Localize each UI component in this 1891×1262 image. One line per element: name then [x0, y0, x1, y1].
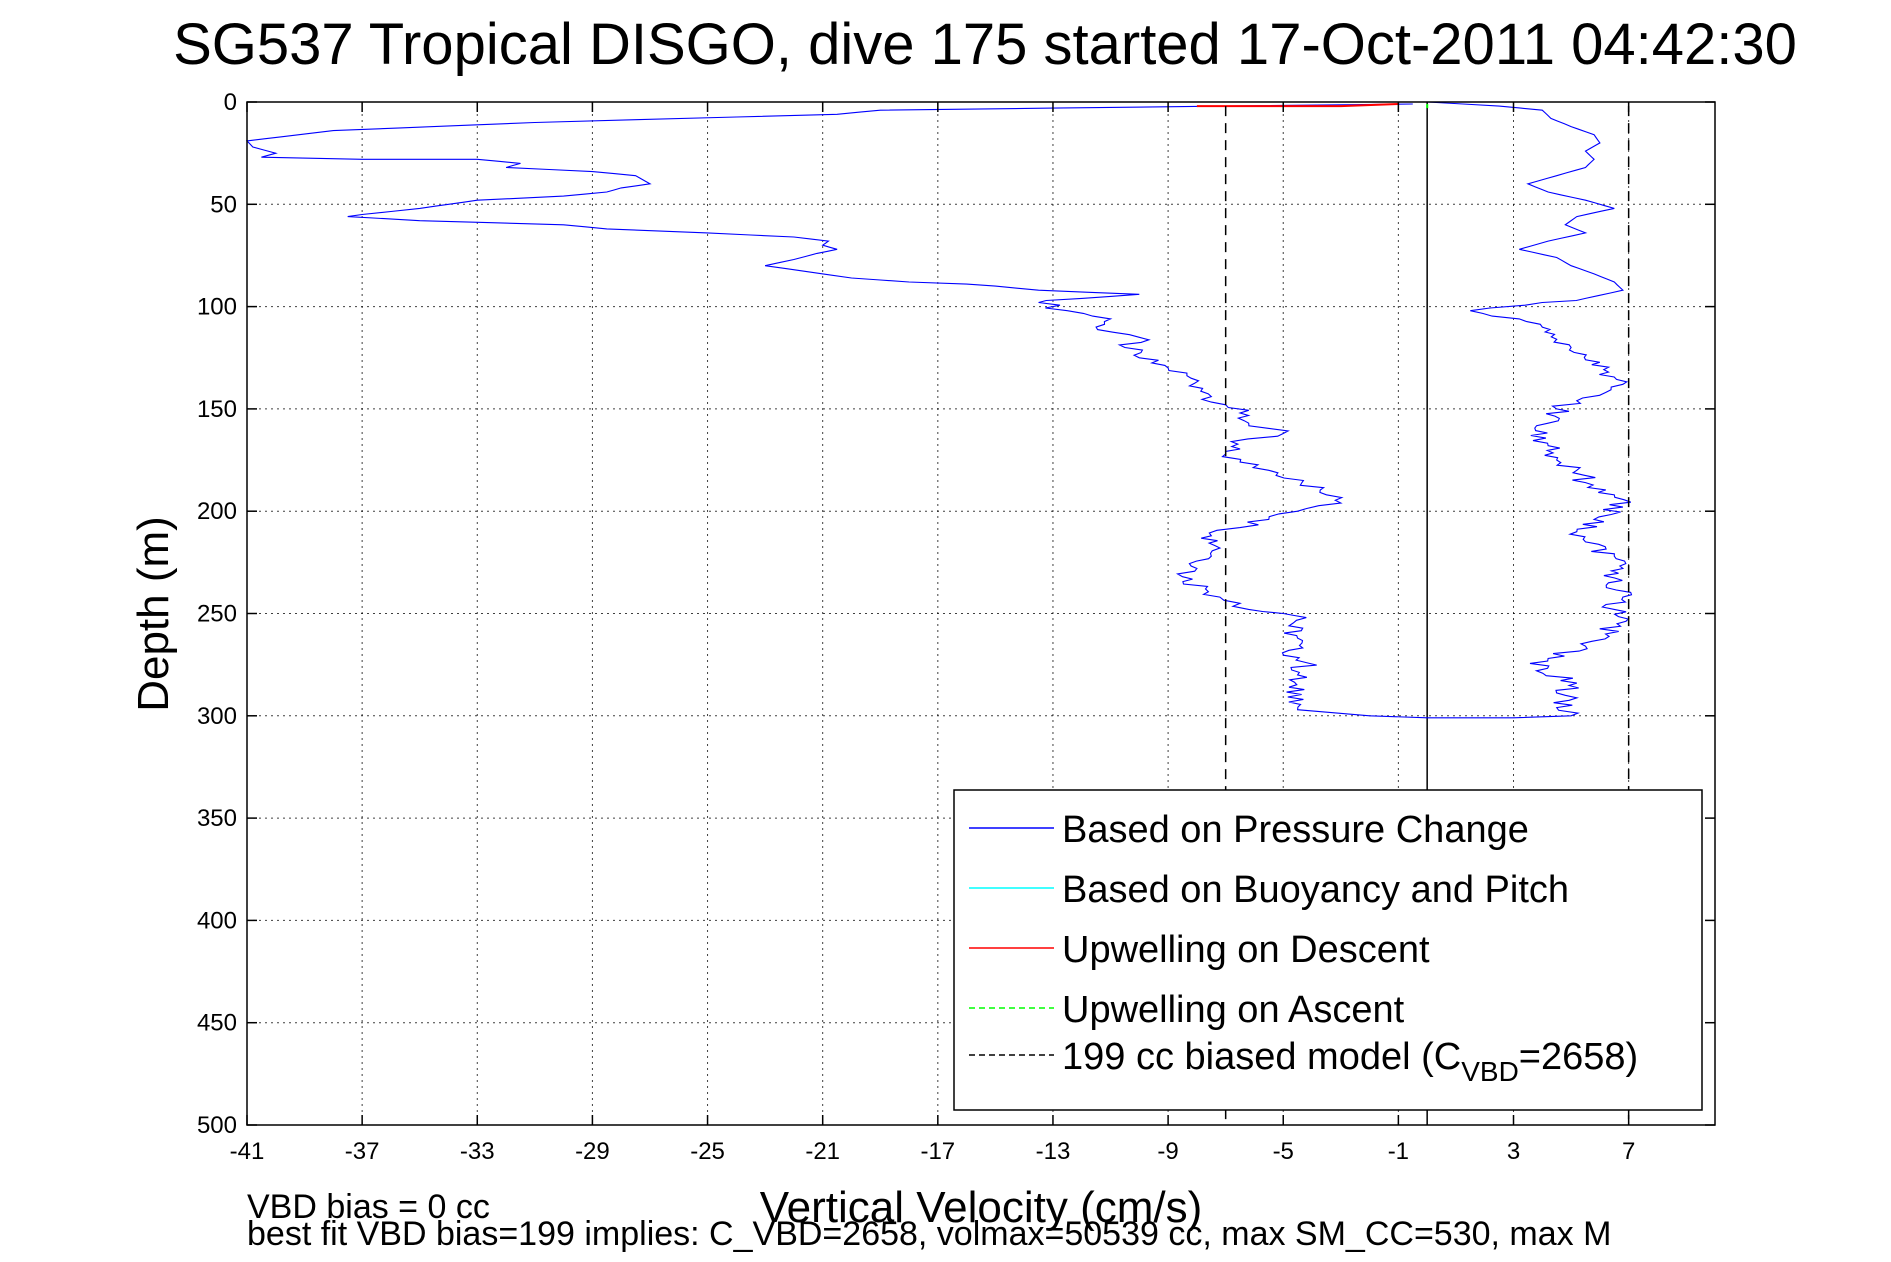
legend-label: Based on Buoyancy and Pitch — [1062, 869, 1569, 911]
x-tick-label: -1 — [1388, 1138, 1409, 1165]
x-tick-label: 7 — [1622, 1138, 1635, 1165]
series-line-1 — [245, 101, 1633, 719]
annotation-best-fit: best fit VBD bias=199 implies: C_VBD=265… — [247, 1215, 1611, 1253]
y-axis-ticks: 0 50 100 150 200 250 300 350 400 450 500 — [197, 89, 1715, 1139]
y-tick-label: 250 — [197, 601, 237, 628]
x-tick-label: -21 — [805, 1138, 840, 1165]
x-axis-label: Vertical Velocity (cm/s) — [760, 1183, 1203, 1232]
y-tick-label: 0 — [224, 89, 237, 116]
chart-title: SG537 Tropical DISGO, dive 175 started 1… — [173, 12, 1797, 77]
y-tick-label: 400 — [197, 907, 237, 934]
y-tick-label: 100 — [197, 294, 237, 321]
x-tick-label: -29 — [575, 1138, 610, 1165]
x-tick-label: -33 — [460, 1138, 495, 1165]
x-tick-label: -25 — [690, 1138, 725, 1165]
y-tick-label: 450 — [197, 1010, 237, 1037]
y-tick-label: 50 — [210, 191, 237, 218]
annotation-vbd-bias: VBD bias = 0 cc — [247, 1188, 490, 1226]
legend: Based on Pressure Change Based on Buoyanc… — [953, 789, 1703, 1111]
legend-label: Based on Pressure Change — [1062, 809, 1529, 851]
x-tick-label: -13 — [1036, 1138, 1071, 1165]
series-line-3 — [1196, 103, 1399, 108]
legend-label: 199 cc biased model (CVBD=2658) — [1062, 1036, 1638, 1087]
legend-box — [953, 789, 1703, 1111]
y-tick-label: 200 — [197, 498, 237, 525]
data-series — [245, 101, 1633, 1125]
x-tick-label: 3 — [1507, 1138, 1520, 1165]
x-tick-label: -5 — [1273, 1138, 1294, 1165]
y-axis-label: Depth (m) — [129, 516, 178, 712]
x-axis-ticks: -41 -37 -33 -29 -25 -21 -17 -13 -9 -5 -1 3 7 — [230, 102, 1635, 1165]
x-tick-label: -37 — [345, 1138, 380, 1165]
x-tick-label: -17 — [920, 1138, 955, 1165]
x-tick-label: -9 — [1157, 1138, 1178, 1165]
y-tick-label: 350 — [197, 805, 237, 832]
legend-label: Upwelling on Descent — [1062, 929, 1430, 971]
legend-label: Upwelling on Ascent — [1062, 989, 1405, 1031]
y-tick-label: 500 — [197, 1112, 237, 1139]
y-tick-label: 300 — [197, 703, 237, 730]
x-tick-label: -41 — [230, 1138, 265, 1165]
y-tick-label: 150 — [197, 396, 237, 423]
